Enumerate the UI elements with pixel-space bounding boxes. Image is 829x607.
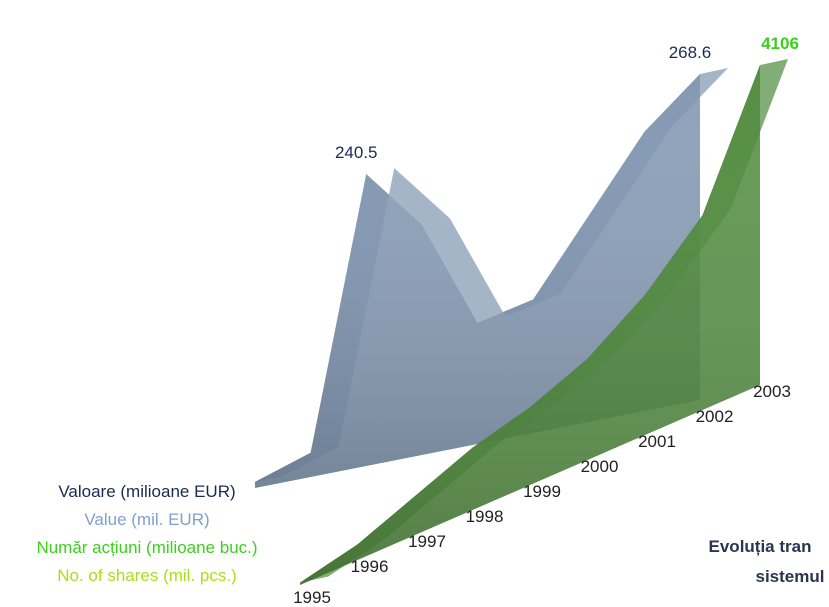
value-label: 268.6	[669, 43, 712, 62]
title-line: Evoluția tran	[709, 537, 812, 556]
value-label: 4106	[761, 34, 799, 53]
x-tick-label: 1996	[351, 557, 389, 576]
legend-label: Valoare (milioane EUR)	[58, 482, 235, 501]
x-tick-label: 1995	[293, 588, 331, 607]
x-tick-label: 2001	[638, 432, 676, 451]
x-tick-label: 1998	[466, 507, 504, 526]
value-label: 240.5	[335, 143, 378, 162]
legend-label: Număr acțiuni (milioane buc.)	[36, 538, 257, 557]
x-tick-label: 2000	[581, 457, 619, 476]
x-tick-label: 2003	[753, 382, 791, 401]
area-shade	[300, 65, 760, 585]
legend-label: No. of shares (mil. pcs.)	[57, 566, 237, 585]
legend-label: Value (mil. EUR)	[84, 510, 209, 529]
title-line: sistemul	[756, 567, 825, 586]
x-tick-label: 2002	[696, 407, 734, 426]
x-tick-label: 1997	[408, 532, 446, 551]
x-tick-label: 1999	[523, 482, 561, 501]
